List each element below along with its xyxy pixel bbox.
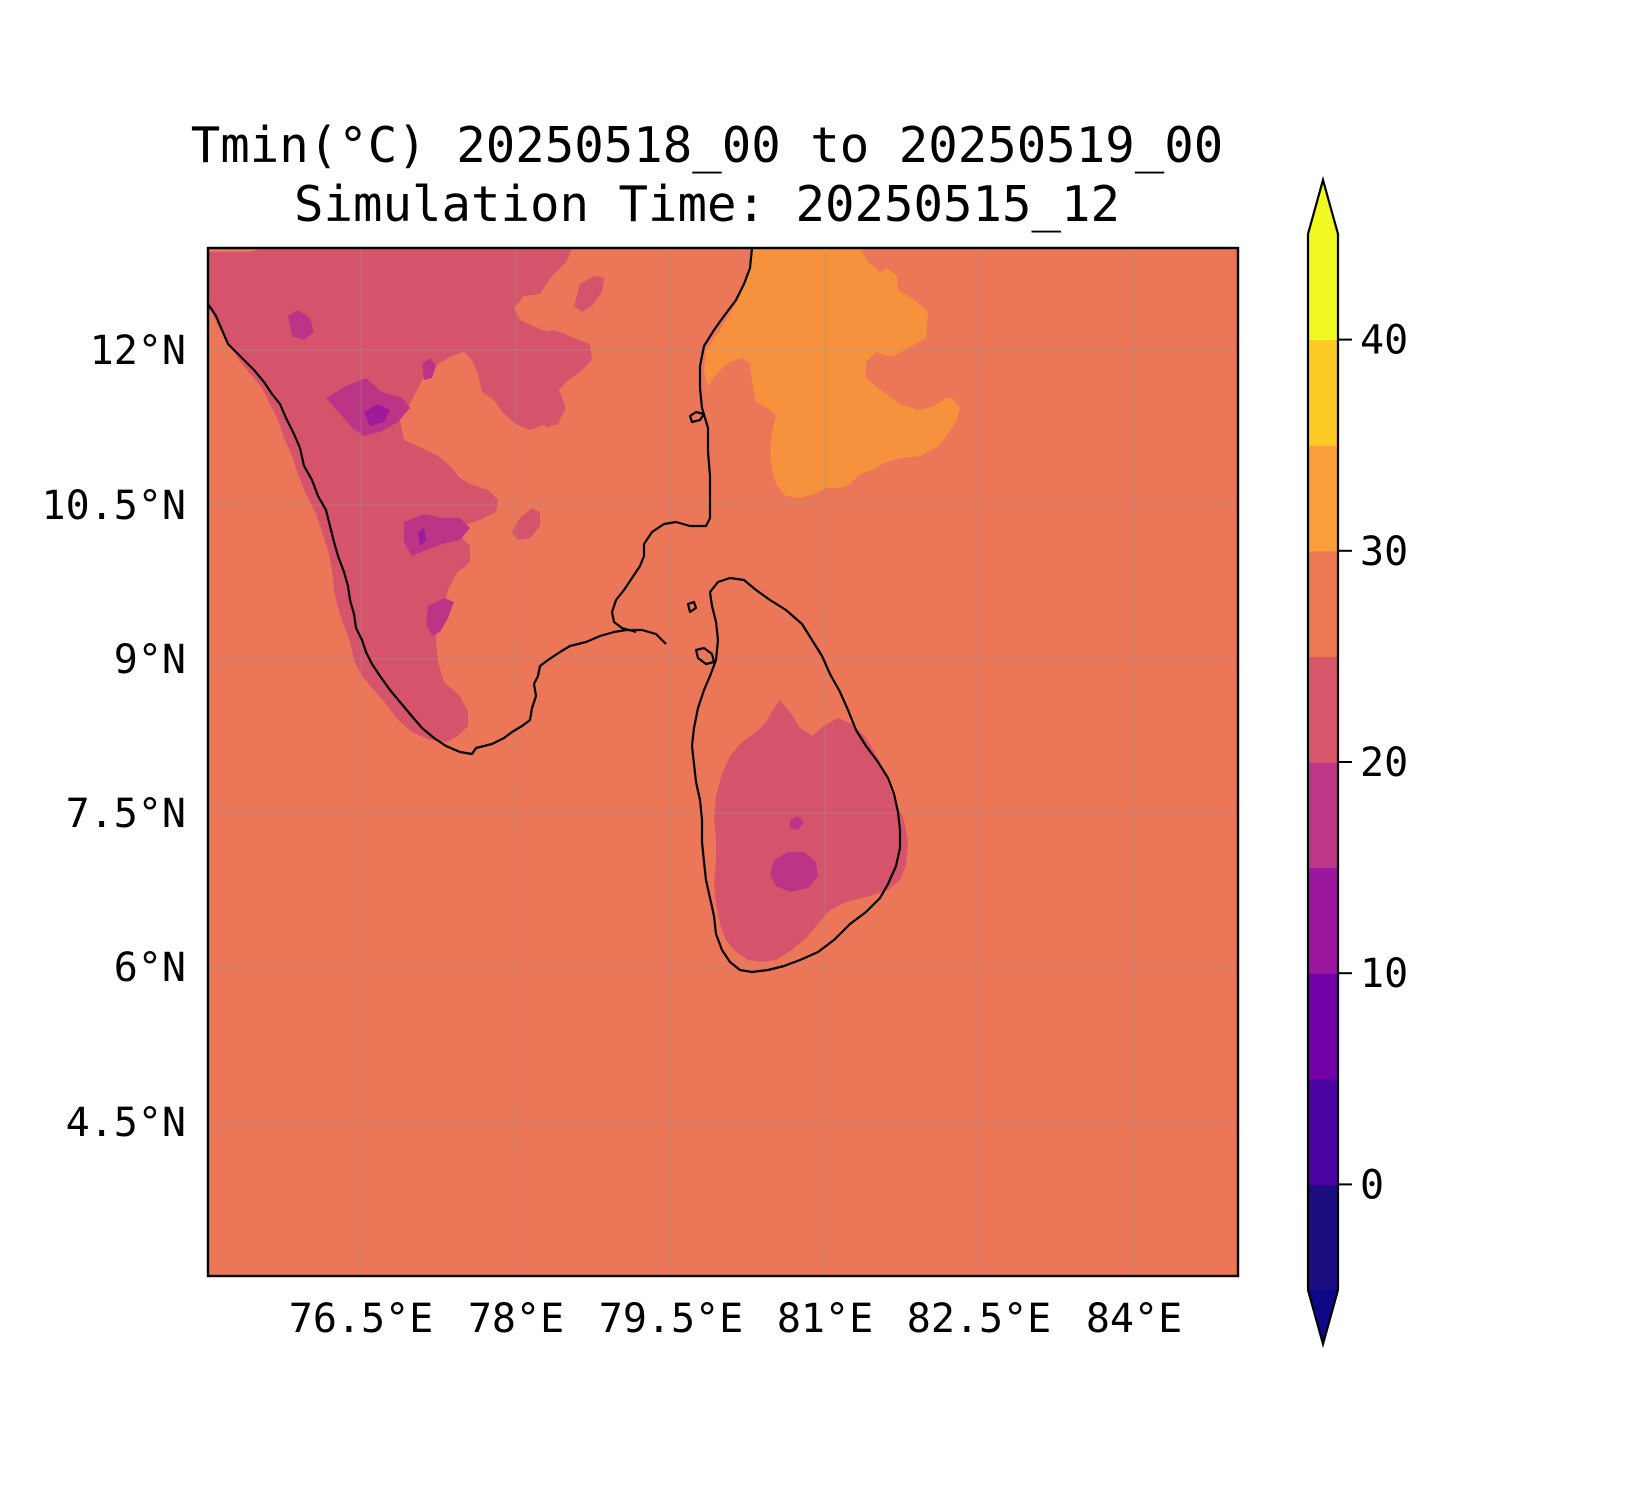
contour-15-20-ghats-d <box>288 310 314 340</box>
colorbar-extend-min <box>1308 1290 1338 1344</box>
colorbar-segment <box>1308 762 1338 869</box>
x-tick-label: 84°E <box>1086 1296 1182 1342</box>
coastline-jaffna-islet <box>686 600 698 614</box>
y-tick-label: 9°N <box>114 637 186 683</box>
x-tick-label: 79.5°E <box>599 1296 744 1342</box>
y-tick-label: 10.5°N <box>42 483 187 529</box>
colorbar-tick-label: 20 <box>1360 740 1408 786</box>
coastline-india-west <box>208 303 667 756</box>
colorbar-segment <box>1308 656 1338 763</box>
contour-15-20-sri-lanka-highlands <box>770 852 818 892</box>
colorbar-tick-label: 40 <box>1360 318 1408 364</box>
contour-15-20-ghats-c <box>426 598 454 636</box>
colorbar: 0 10 20 30 40 <box>1306 175 1408 1349</box>
y-tick-label: 7.5°N <box>66 791 186 837</box>
y-tick-label: 4.5°N <box>66 1100 186 1146</box>
colorbar-tick-label: 0 <box>1360 1162 1384 1208</box>
colorbar-segment <box>1308 339 1338 446</box>
y-axis: 12°N 10.5°N 9°N 7.5°N 6°N 4.5°N <box>42 328 187 1146</box>
coastlines <box>208 248 902 974</box>
contour-30-35-northeast <box>704 248 960 498</box>
coastline-sri-lanka <box>690 576 902 974</box>
contour-15-20-sri-lanka-small <box>790 816 804 830</box>
x-tick-label: 76.5°E <box>289 1296 434 1342</box>
contour-20-25-sri-lanka <box>714 700 908 962</box>
contour-20-25-south-india <box>208 248 592 742</box>
y-tick-label: 12°N <box>90 328 186 374</box>
contour-10-15-peak-b <box>418 528 426 546</box>
chart-title: Tmin(°C) 20250518_00 to 20250519_00 <box>191 117 1224 174</box>
colorbar-segment <box>1308 550 1338 657</box>
colorbar-outline <box>1306 175 1340 1349</box>
contour-20-25-north-patch <box>574 276 604 312</box>
contour-15-20-ghats-e <box>422 358 436 380</box>
map-frame <box>206 246 1240 1278</box>
contour-20-25-east-patch <box>532 330 576 374</box>
contour-20-25-east-blob <box>512 508 540 540</box>
colorbar-segment <box>1308 1184 1338 1291</box>
y-tick-label: 6°N <box>114 945 186 991</box>
colorbar-extend-max <box>1308 180 1338 234</box>
x-tick-label: 81°E <box>777 1296 873 1342</box>
colorbar-segment <box>1308 973 1338 1080</box>
contour-10-15-peak-a <box>364 404 390 426</box>
coastline-india-east <box>610 248 754 634</box>
x-tick-label: 82.5°E <box>907 1296 1052 1342</box>
gridlines <box>208 248 1238 1276</box>
colorbar-segment <box>1308 867 1338 974</box>
colorbar-tick-label: 10 <box>1360 951 1408 997</box>
x-tick-label: 78°E <box>468 1296 564 1342</box>
contour-15-20-ghats-a <box>326 378 410 436</box>
x-axis: 76.5°E 78°E 79.5°E 81°E 82.5°E 84°E <box>289 1296 1182 1342</box>
colorbar-segment <box>1308 445 1338 552</box>
colorbar-segment <box>1308 234 1338 341</box>
contour-20-25-small-patch <box>536 384 566 428</box>
coastline-mannar <box>694 646 716 666</box>
chart-subtitle: Simulation Time: 20250515_12 <box>294 176 1120 233</box>
coastline-palk-island <box>688 410 706 424</box>
colorbar-segment <box>1308 1078 1338 1185</box>
map-panel <box>208 248 1238 1276</box>
colorbar-tick-label: 30 <box>1360 529 1408 575</box>
